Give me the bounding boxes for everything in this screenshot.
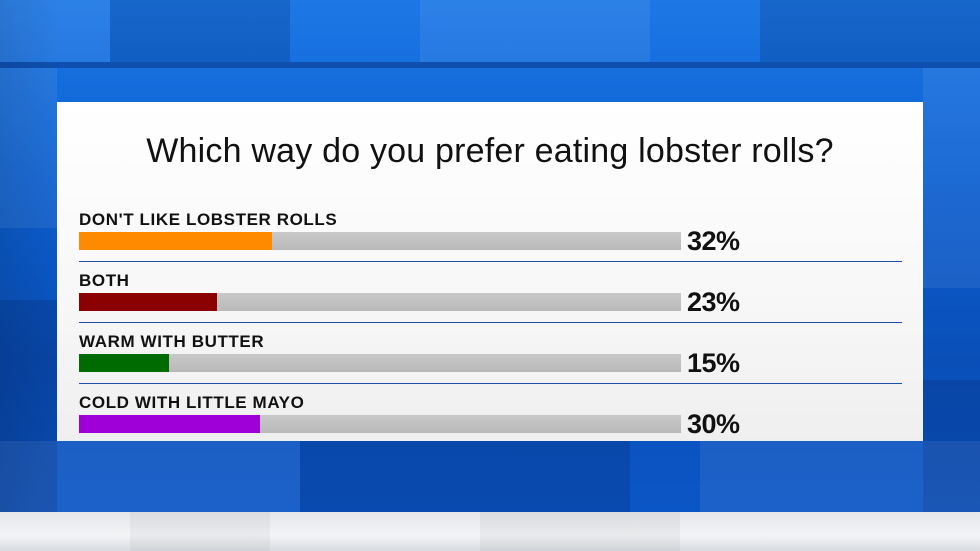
poll-option-label: DON'T LIKE LOBSTER ROLLS — [79, 210, 338, 229]
bar — [79, 232, 272, 250]
background-tile — [923, 68, 980, 288]
row-divider — [79, 261, 902, 262]
bar-track — [79, 293, 681, 311]
background-tile — [300, 441, 630, 512]
bar-track — [79, 354, 681, 372]
poll-row: BOTH 23% — [57, 271, 923, 331]
floor-tile — [130, 512, 270, 551]
background-tile — [700, 441, 980, 512]
bar — [79, 354, 169, 372]
background-tile — [760, 0, 980, 62]
background-floor — [0, 512, 980, 551]
poll-row: DON'T LIKE LOBSTER ROLLS 32% — [57, 210, 923, 270]
poll-option-label: COLD WITH LITTLE MAYO — [79, 393, 305, 412]
bar-track — [79, 232, 681, 250]
poll-question: Which way do you prefer eating lobster r… — [146, 132, 834, 170]
background-tile — [0, 441, 300, 512]
poll-option-label: WARM WITH BUTTER — [79, 332, 265, 351]
row-divider — [79, 383, 902, 384]
floor-tile — [480, 512, 680, 551]
background-tile — [110, 0, 290, 62]
poll-row: WARM WITH BUTTER 15% — [57, 332, 923, 392]
bar-percentage-label: 15% — [687, 348, 740, 378]
background-stripe — [0, 62, 980, 68]
poll-panel: Which way do you prefer eating lobster r… — [57, 102, 923, 441]
bar — [79, 415, 260, 433]
bar-track — [79, 415, 681, 433]
bar-percentage-label: 23% — [687, 287, 740, 317]
poll-option-label: BOTH — [79, 271, 130, 290]
background-tile — [0, 68, 57, 228]
bar — [79, 293, 217, 311]
bar-percentage-label: 32% — [687, 226, 740, 256]
background-tile — [0, 300, 57, 512]
background-tile — [923, 380, 980, 512]
poll-row: COLD WITH LITTLE MAYO 30% — [57, 393, 923, 453]
background-tile — [0, 0, 110, 62]
bar-percentage-label: 30% — [687, 409, 740, 439]
background-tile — [420, 0, 650, 62]
row-divider — [79, 322, 902, 323]
